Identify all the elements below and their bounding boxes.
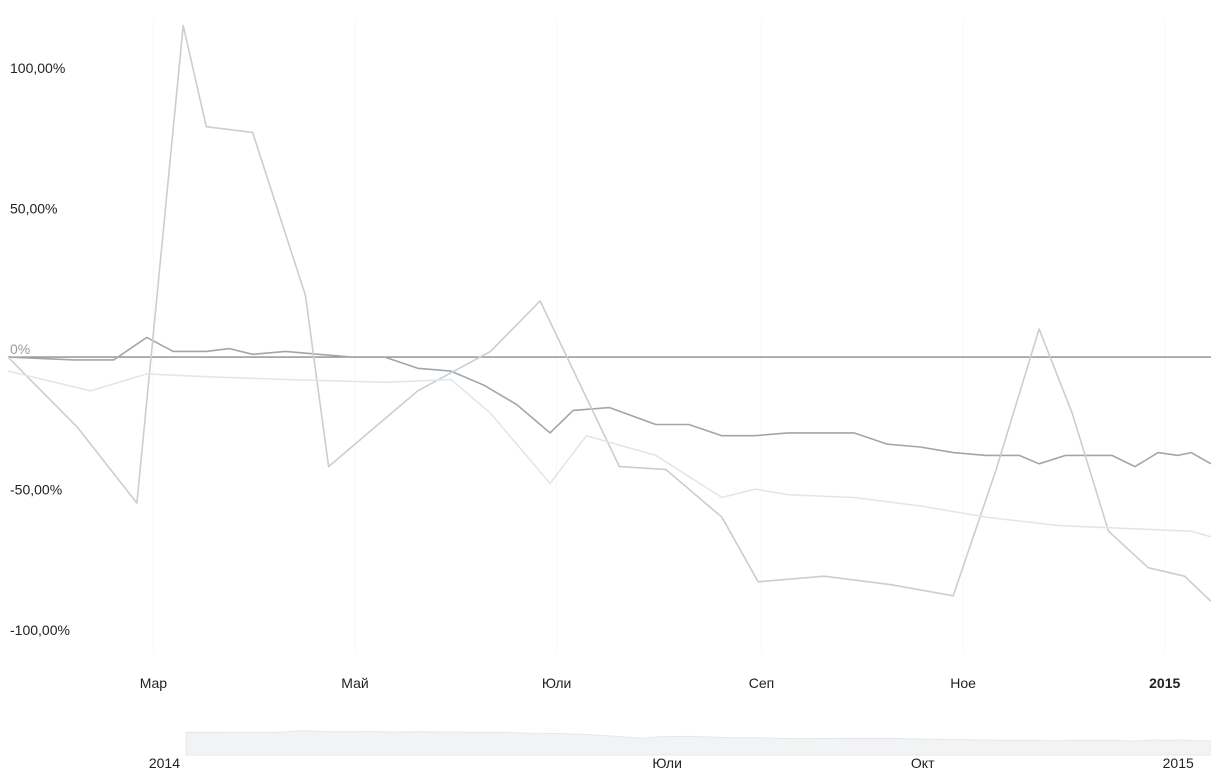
series-lines bbox=[7, 24, 1211, 602]
x-tick-label: 2015 bbox=[1149, 675, 1180, 691]
range-navigator[interactable]: 2014 Юли Окт 2015 bbox=[149, 730, 1211, 771]
x-tick-label: Май bbox=[341, 675, 368, 691]
y-tick-label: -50,00% bbox=[10, 482, 62, 498]
x-tick-label: Ное bbox=[950, 675, 976, 691]
navigator-area bbox=[185, 730, 1211, 756]
navigator-label: 2014 bbox=[149, 755, 180, 771]
y-tick-label: 0% bbox=[10, 341, 30, 357]
y-tick-label: -100,00% bbox=[10, 622, 70, 638]
x-tick-label: Юли bbox=[542, 675, 572, 691]
series-line-3[interactable] bbox=[7, 370, 1211, 538]
series-line-1[interactable] bbox=[7, 336, 1211, 468]
navigator-label: Юли bbox=[652, 755, 682, 771]
y-axis-ticks: 100,00% 50,00% 0% -50,00% -100,00% bbox=[10, 60, 70, 638]
grid bbox=[152, 20, 1166, 652]
x-tick-label: Сеп bbox=[749, 675, 774, 691]
y-tick-label: 50,00% bbox=[10, 201, 57, 217]
navigator-label: Окт bbox=[911, 755, 935, 771]
x-axis-ticks: Мар Май Юли Сеп Ное 2015 bbox=[140, 675, 1181, 691]
y-tick-label: 100,00% bbox=[10, 60, 65, 76]
navigator-label: 2015 bbox=[1163, 755, 1194, 771]
x-tick-label: Мар bbox=[140, 675, 168, 691]
series-line-2[interactable] bbox=[7, 24, 1211, 602]
